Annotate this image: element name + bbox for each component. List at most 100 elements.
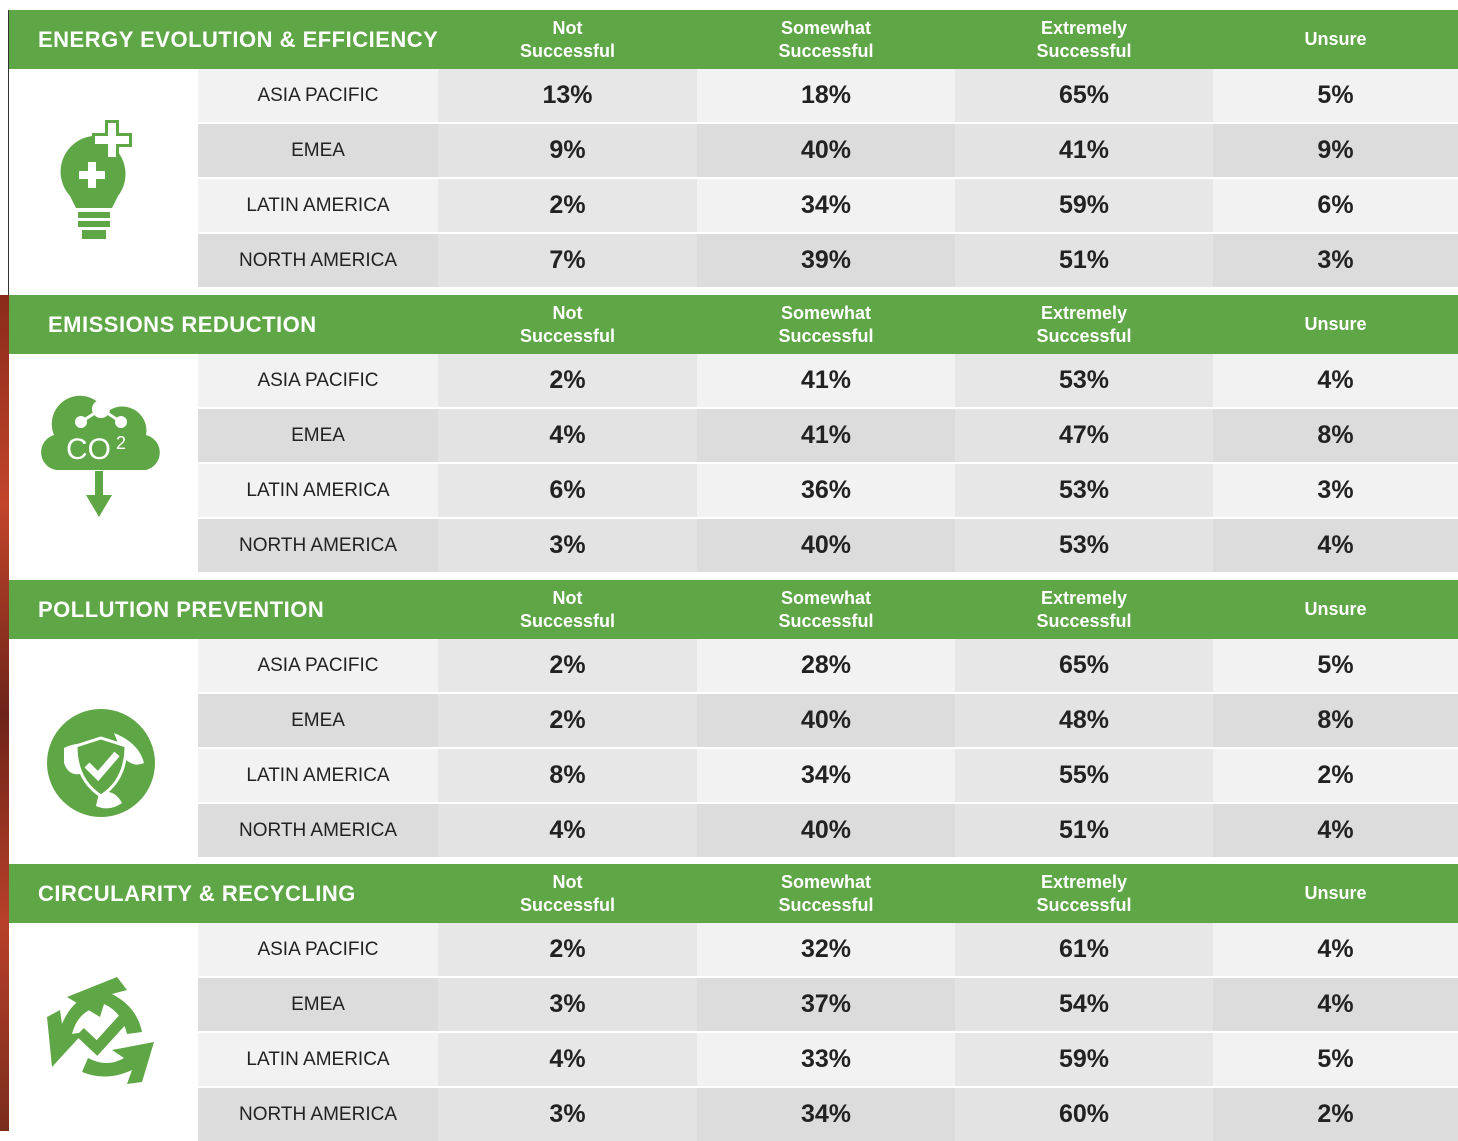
svg-text:CO: CO [66, 433, 111, 466]
section-title: ENERGY EVOLUTION & EFFICIENCY [38, 26, 439, 52]
value-cell: 2% [438, 694, 697, 747]
value-cell: 7% [438, 234, 697, 287]
value-cell: 2% [1213, 749, 1458, 802]
value-cell: 60% [955, 1088, 1213, 1141]
region-cell: LATIN AMERICA [198, 464, 438, 517]
value-cell: 6% [1213, 179, 1458, 232]
section-header [9, 580, 1458, 639]
column-header: Unsure [1304, 29, 1367, 49]
column-header: Extremely Successful [1036, 302, 1132, 346]
value-cell: 6% [438, 464, 697, 517]
value-cell: 8% [1213, 694, 1458, 747]
column-header: Unsure [1304, 599, 1367, 619]
value-cell: 3% [1213, 234, 1458, 287]
frame-line [8, 10, 9, 295]
value-cell: 41% [697, 354, 955, 407]
column-header: Unsure [1304, 314, 1367, 334]
column-header: Not Successful [519, 587, 616, 631]
value-cell: 34% [697, 179, 955, 232]
column-header: Extremely Successful [1036, 17, 1132, 61]
region-cell: EMEA [198, 124, 438, 177]
region-cell: EMEA [198, 694, 438, 747]
region-cell: NORTH AMERICA [198, 804, 438, 857]
section-title: CIRCULARITY & RECYCLING [38, 880, 356, 906]
section-header [9, 295, 1458, 354]
column-header: Not Successful [519, 302, 616, 346]
value-cell: 18% [697, 69, 955, 122]
value-cell: 4% [438, 1033, 697, 1086]
region-cell: LATIN AMERICA [198, 1033, 438, 1086]
column-header: Somewhat Successful [778, 871, 874, 915]
value-cell: 9% [1213, 124, 1458, 177]
region-cell: NORTH AMERICA [198, 234, 438, 287]
value-cell: 4% [1213, 354, 1458, 407]
value-cell: 9% [438, 124, 697, 177]
value-cell: 4% [1213, 804, 1458, 857]
value-cell: 40% [697, 804, 955, 857]
section-header [9, 10, 1458, 69]
value-cell: 65% [955, 639, 1213, 692]
region-cell: ASIA PACIFIC [198, 69, 438, 122]
value-cell: 34% [697, 749, 955, 802]
value-cell: 51% [955, 234, 1213, 287]
value-cell: 32% [697, 923, 955, 976]
column-header: Extremely Successful [1036, 871, 1132, 915]
value-cell: 4% [438, 804, 697, 857]
column-header: Extremely Successful [1036, 587, 1132, 631]
value-cell: 65% [955, 69, 1213, 122]
value-cell: 3% [438, 978, 697, 1031]
value-cell: 39% [697, 234, 955, 287]
value-cell: 36% [697, 464, 955, 517]
svg-text:2: 2 [116, 433, 126, 453]
value-cell: 37% [697, 978, 955, 1031]
value-cell: 2% [438, 179, 697, 232]
value-cell: 40% [697, 124, 955, 177]
value-cell: 2% [438, 639, 697, 692]
value-cell: 48% [955, 694, 1213, 747]
column-header: Somewhat Successful [778, 302, 874, 346]
background-photo-strip [0, 295, 9, 1131]
value-cell: 5% [1213, 69, 1458, 122]
value-cell: 41% [697, 409, 955, 462]
region-cell: ASIA PACIFIC [198, 923, 438, 976]
value-cell: 51% [955, 804, 1213, 857]
value-cell: 5% [1213, 1033, 1458, 1086]
region-cell: LATIN AMERICA [198, 749, 438, 802]
section-title: POLLUTION PREVENTION [38, 596, 325, 622]
value-cell: 33% [697, 1033, 955, 1086]
value-cell: 3% [438, 519, 697, 572]
value-cell: 53% [955, 354, 1213, 407]
region-cell: EMEA [198, 978, 438, 1031]
value-cell: 4% [1213, 923, 1458, 976]
section-title: EMISSIONS REDUCTION [48, 311, 317, 337]
column-header: Not Successful [519, 17, 616, 61]
value-cell: 2% [1213, 1088, 1458, 1141]
value-cell: 53% [955, 464, 1213, 517]
value-cell: 5% [1213, 639, 1458, 692]
region-cell: LATIN AMERICA [198, 179, 438, 232]
value-cell: 34% [697, 1088, 955, 1141]
value-cell: 4% [1213, 978, 1458, 1031]
value-cell: 41% [955, 124, 1213, 177]
region-cell: NORTH AMERICA [198, 519, 438, 572]
region-cell: ASIA PACIFIC [198, 639, 438, 692]
value-cell: 8% [1213, 409, 1458, 462]
value-cell: 59% [955, 179, 1213, 232]
energy-icon [60, 120, 132, 239]
region-cell: ASIA PACIFIC [198, 354, 438, 407]
value-cell: 54% [955, 978, 1213, 1031]
column-header: Not Successful [519, 871, 616, 915]
value-cell: 61% [955, 923, 1213, 976]
value-cell: 8% [438, 749, 697, 802]
co2-icon: CO 2 [41, 395, 160, 517]
value-cell: 40% [697, 694, 955, 747]
value-cell: 3% [1213, 464, 1458, 517]
value-cell: 47% [955, 409, 1213, 462]
value-cell: 2% [438, 923, 697, 976]
region-cell: NORTH AMERICA [198, 1088, 438, 1141]
value-cell: 40% [697, 519, 955, 572]
value-cell: 55% [955, 749, 1213, 802]
recycling-icon [47, 977, 154, 1084]
column-header: Somewhat Successful [778, 17, 874, 61]
